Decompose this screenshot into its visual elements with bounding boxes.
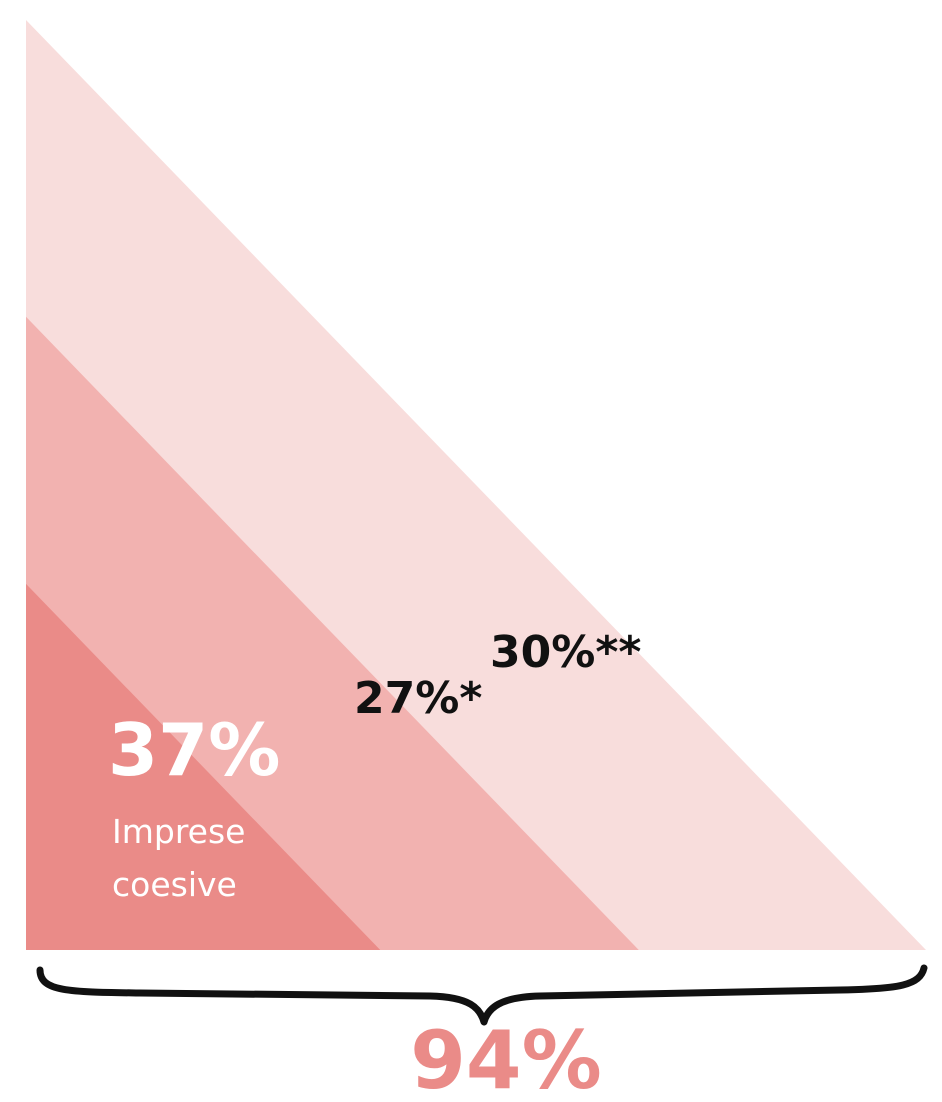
total-brace bbox=[36, 964, 928, 1026]
triangle-layers bbox=[26, 20, 926, 951]
base-layer-value-label: 37% bbox=[108, 708, 280, 792]
total-value-label: 94% bbox=[410, 1014, 601, 1102]
layer-2-value-label: 27%* bbox=[354, 673, 482, 724]
base-layer-description-line-2: coesive bbox=[112, 865, 237, 904]
base-layer-description-line-1: Imprese bbox=[112, 812, 245, 851]
triangle-layer-1 bbox=[26, 583, 381, 950]
chart-labels: 37% Imprese coesive 27%*30%** 94% bbox=[108, 627, 641, 1102]
layer-3-value-label: 30%** bbox=[490, 627, 641, 678]
